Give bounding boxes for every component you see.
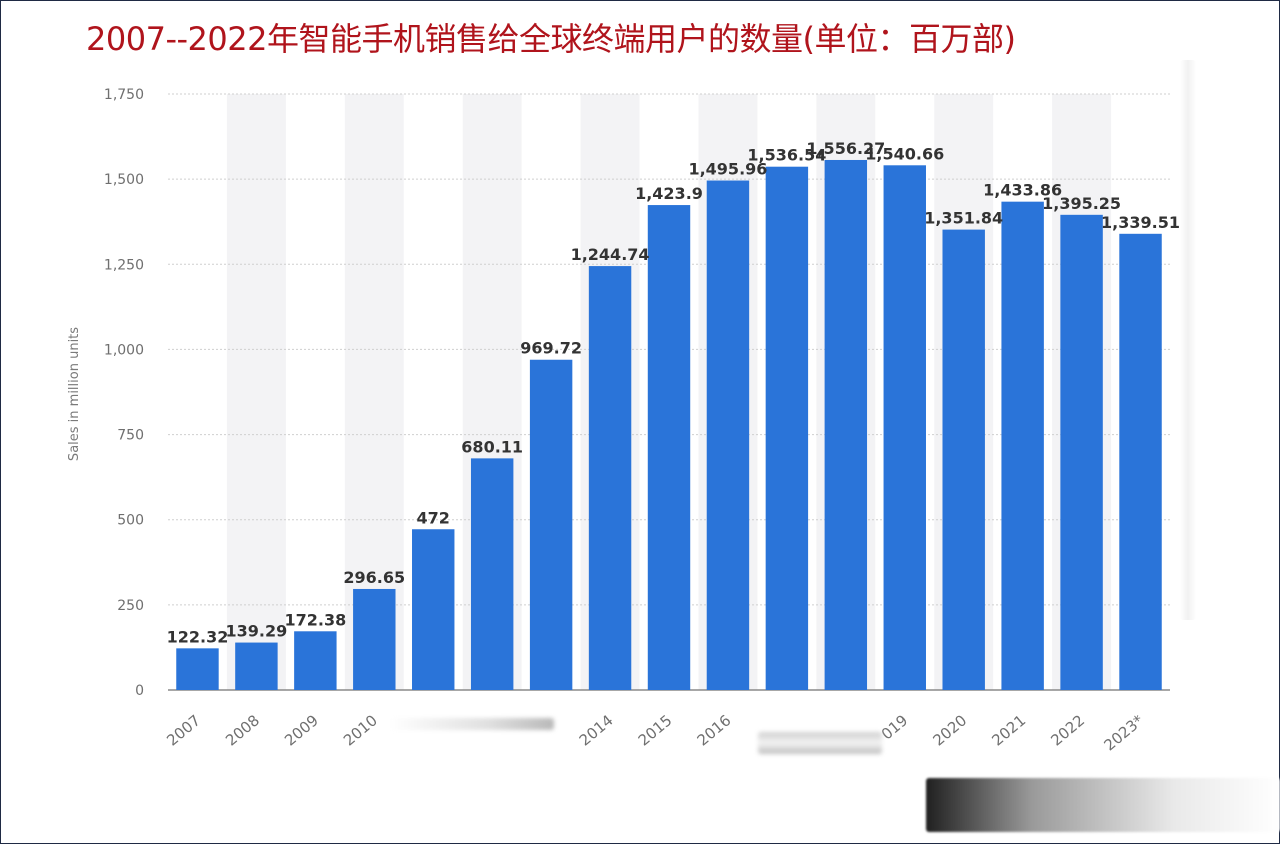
y-tick-label: 250	[117, 598, 144, 614]
redaction-blur	[758, 732, 882, 754]
x-axis-ticks: 2007 2008 2009 2010 2014 2015 2016 019 2020 2021 2…	[163, 711, 1147, 754]
x-tick-label: 2009	[281, 711, 322, 749]
y-tick-label: 1,500	[104, 172, 144, 188]
bar	[470, 458, 514, 690]
data-label: 969.72	[520, 339, 582, 358]
bar	[353, 588, 396, 690]
data-label: 1,351.84	[924, 209, 1003, 228]
data-label: 1,395.25	[1042, 194, 1121, 213]
column-stripe	[226, 94, 286, 690]
bar	[294, 631, 337, 690]
bar	[1060, 214, 1103, 690]
bars	[176, 159, 1162, 691]
data-label: 172.38	[284, 610, 346, 629]
data-label: 472	[417, 508, 450, 527]
y-tick-label: 1,250	[104, 257, 144, 273]
data-label: 1,495.96	[688, 160, 767, 179]
data-label: 1,433.86	[983, 181, 1062, 200]
y-tick-label: 1,750	[104, 87, 144, 103]
redaction-blur	[390, 718, 554, 730]
y-axis-ticks: 0 250 500 750 1,000 1,250 1,500 1,750	[104, 87, 144, 699]
data-label: 1,540.66	[865, 144, 944, 163]
bar	[235, 642, 278, 690]
bar	[588, 266, 632, 690]
data-label: 1,244.74	[571, 245, 650, 264]
bar	[647, 205, 691, 690]
bar	[706, 180, 750, 690]
bar	[824, 159, 868, 691]
x-tick-label: 2015	[635, 711, 676, 749]
data-label: 296.65	[343, 568, 405, 587]
y-axis-title: Sales in million units	[67, 327, 82, 461]
bar	[176, 648, 219, 690]
data-label: 122.32	[167, 627, 229, 646]
y-tick-label: 500	[117, 513, 144, 529]
data-label: 1,339.51	[1101, 213, 1180, 232]
x-tick-label: 2023*	[1101, 711, 1148, 754]
x-tick-label: 019	[878, 711, 912, 743]
x-tick-label: 2020	[929, 711, 970, 749]
y-tick-label: 0	[135, 683, 144, 699]
y-tick-label: 750	[117, 428, 144, 444]
data-label: 680.11	[461, 437, 523, 456]
bar	[942, 229, 985, 690]
chart-title: 2007--2022年智能手机销售给全球终端用户的数量(单位：百万部)	[86, 20, 1016, 58]
data-label: 1,556.27	[806, 139, 885, 158]
x-tick-label: 2008	[222, 711, 263, 749]
bar	[765, 166, 809, 691]
x-tick-label: 2010	[340, 711, 381, 749]
edge-blur	[1180, 60, 1196, 620]
y-tick-label: 1,000	[104, 342, 144, 358]
redaction-blur	[926, 778, 1280, 832]
x-tick-label: 2016	[694, 711, 735, 749]
bar	[412, 529, 455, 690]
bar	[1001, 201, 1044, 690]
data-label: 1,536.54	[747, 146, 826, 165]
x-tick-label: 2007	[163, 711, 204, 749]
bar	[883, 165, 926, 690]
bar	[1119, 233, 1162, 691]
x-tick-label: 2021	[988, 711, 1029, 749]
x-tick-label: 2022	[1047, 711, 1088, 749]
bar	[529, 359, 573, 690]
x-tick-label: 2014	[576, 711, 617, 749]
data-label: 139.29	[226, 622, 288, 641]
data-label: 1,423.9	[635, 184, 703, 203]
